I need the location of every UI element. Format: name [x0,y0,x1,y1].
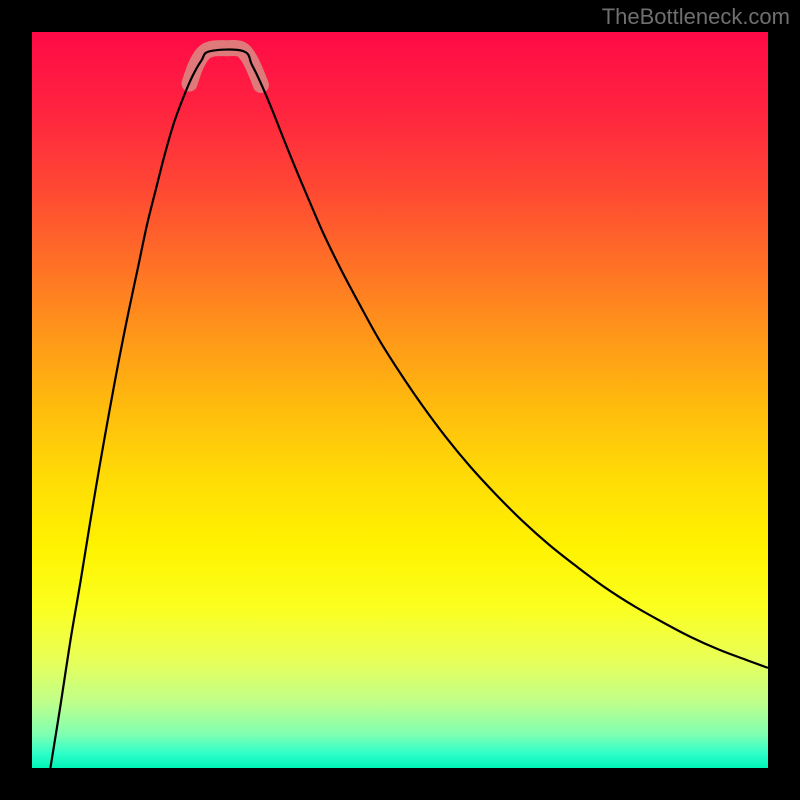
bottleneck-curve-path [50,50,768,768]
curve-layer [32,32,768,768]
watermark-text: TheBottleneck.com [602,4,790,30]
plot-area [32,32,768,768]
chart-frame: TheBottleneck.com [0,0,800,800]
valley-highlight-path [190,48,261,85]
